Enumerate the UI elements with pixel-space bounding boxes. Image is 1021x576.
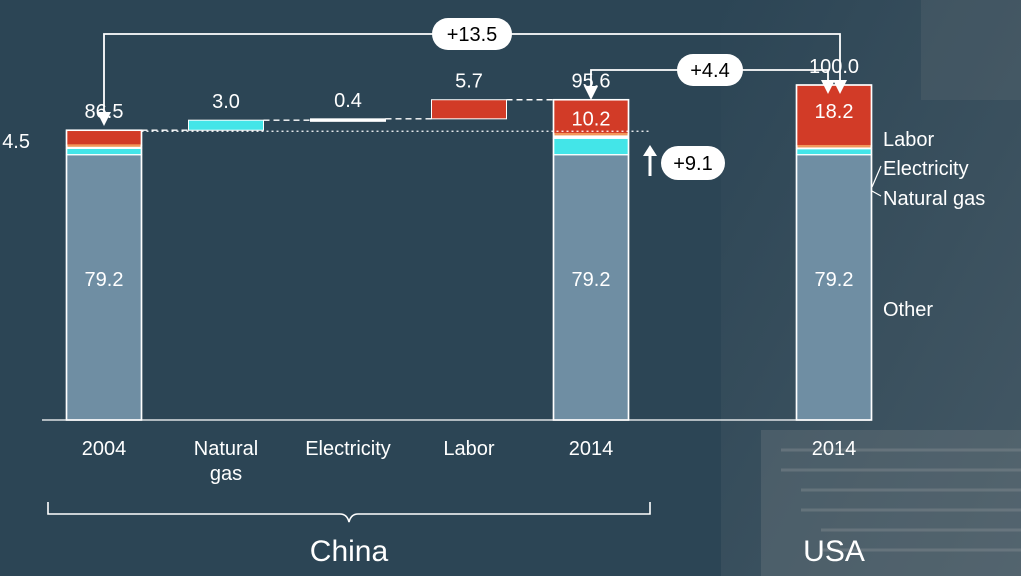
bar-segment-natural-gas-5 (797, 149, 872, 155)
bar-accent-0 (68, 144, 141, 147)
increment-bar-2 (311, 119, 386, 122)
segment-label-other-4: 79.2 (572, 269, 611, 291)
annotation-9-1: +9.1 (673, 153, 712, 175)
category-label-5-0: 2014 (812, 438, 857, 460)
annotation-4-4: +4.4 (690, 60, 729, 82)
segment-label-labor-2014-china: 10.2 (572, 109, 611, 131)
legend-label-labor: Labor (883, 129, 934, 151)
arrowhead-9-1 (643, 145, 657, 156)
segment-label-labor-2004: 4.5 (2, 131, 30, 153)
category-label-4-0: 2014 (569, 438, 614, 460)
increment-label-1: 3.0 (212, 91, 240, 113)
legend-label-electricity: Electricity (883, 158, 969, 180)
category-label-3-0: Labor (443, 438, 494, 460)
legend-label-other: Other (883, 299, 933, 321)
segment-label-other-0: 79.2 (85, 269, 124, 291)
increment-bar-3 (432, 100, 507, 119)
increment-label-3: 5.7 (455, 71, 483, 93)
group-label-china: China (310, 535, 389, 568)
category-label-2-0: Electricity (305, 438, 391, 460)
bar-segment-labor-0 (67, 130, 142, 145)
group-label-usa: USA (803, 535, 865, 568)
legend-pointer-electricity (872, 166, 881, 187)
legend-pointer-natural-gas (872, 191, 881, 196)
total-label-5: 100.0 (809, 56, 859, 78)
bar-accent-4 (555, 133, 628, 136)
bar-accent-5 (798, 145, 871, 148)
arrowhead-4-4-left (584, 86, 598, 100)
bar-segment-natural-gas-0 (67, 148, 142, 154)
category-label-1-0: Natural (194, 438, 258, 460)
category-label-0-0: 2004 (82, 438, 127, 460)
increment-bar-1 (189, 120, 264, 130)
category-label-1-1: gas (210, 463, 242, 485)
segment-label-other-5: 79.2 (815, 269, 854, 291)
annotation-13-5: +13.5 (447, 24, 498, 46)
legend-label-natural-gas: Natural gas (883, 188, 985, 210)
china-brace (48, 502, 650, 522)
bar-segment-natural-gas-4 (554, 138, 629, 154)
segment-label-labor-2014-usa: 18.2 (815, 101, 854, 123)
increment-label-2: 0.4 (334, 90, 362, 112)
